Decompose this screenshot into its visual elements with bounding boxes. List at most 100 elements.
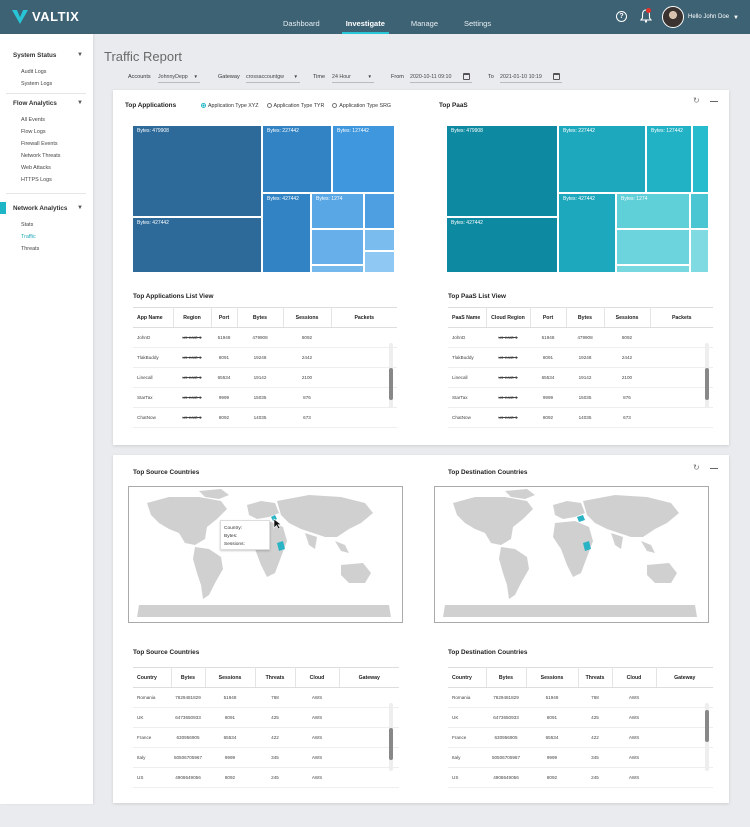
column-header[interactable]: Cloud [612,667,657,688]
sidebar-item-audit-logs[interactable]: Audit Logs [21,69,47,75]
minimize-icon[interactable] [710,101,718,103]
column-header[interactable]: Gateway [656,667,713,688]
accounts-select[interactable]: JohnnyDepp ▼ [158,72,200,83]
column-header[interactable]: Port [530,307,567,328]
sidebar-section-flow-analytics[interactable]: Flow Analytics [13,100,57,107]
sidebar-section-system-status[interactable]: System Status [13,52,57,59]
chevron-down-icon[interactable]: ▼ [77,205,83,211]
treemap-tile[interactable] [364,193,395,229]
calendar-icon[interactable] [463,73,470,80]
table-row[interactable]: StarTax us-east-1 9999 15035 876 [448,387,713,408]
table-row[interactable]: Romania 7629481829 51948 768 AWS [133,687,399,708]
column-header[interactable]: PaaS Name [448,307,487,328]
table-row[interactable]: UK 6473650933 8091 425 AWS [448,707,713,728]
source-countries-map[interactable] [128,486,403,623]
table-row[interactable]: TlakBuddy us-east-1 8091 19248 2442 [448,347,713,368]
treemap-tile[interactable] [364,229,395,251]
sidebar-item-system-logs[interactable]: System Logs [21,81,53,87]
table-row[interactable]: France 630956905 65534 422 AWS [448,727,713,748]
treemap-tile[interactable]: Bytes: 127442 [332,125,395,193]
refresh-icon[interactable]: ↻ [693,96,700,105]
user-greeting[interactable]: Hello John Doe [688,14,730,20]
scrollbar-thumb[interactable] [705,368,709,400]
chevron-down-icon[interactable]: ▼ [77,52,83,58]
column-header[interactable]: App Name [133,307,174,328]
table-row[interactable]: JohnD us-east-1 51948 479908 8092 [448,327,713,348]
table-row[interactable]: ChatNow us-east-1 8092 14035 673 [448,407,713,428]
from-date-input[interactable]: 2020-10-11 09:10 [410,72,472,83]
to-date-input[interactable]: 2021-01-10 10:19 [500,72,562,83]
bell-icon[interactable] [639,8,653,23]
table-row[interactable]: US 4908649056 8092 245 AWS [448,767,713,788]
treemap-tile[interactable]: Bytes: 427442 [132,217,262,273]
chevron-down-icon[interactable]: ▼ [77,100,83,106]
nav-settings[interactable]: Settings [464,19,492,28]
column-header[interactable]: Bytes [237,307,284,328]
brand-logo[interactable]: VALTIX [12,9,79,24]
table-row[interactable]: TlakBuddy us-east-1 8091 19248 2442 [133,347,397,368]
treemap-tile[interactable] [311,229,364,265]
treemap-tile[interactable]: Bytes: 427442 [558,193,616,273]
column-header[interactable]: Packets [331,307,397,328]
radio-application-type-srg[interactable]: Application Type SRG [332,103,391,109]
treemap-tile[interactable] [616,229,690,265]
treemap-tile[interactable]: Bytes: 479908 [446,125,558,217]
treemap-tile[interactable]: Bytes: 227442 [558,125,646,193]
scrollbar-thumb[interactable] [389,368,393,400]
sidebar-item-traffic[interactable]: Traffic [21,234,36,240]
column-header[interactable]: Port [211,307,238,328]
treemap-tile[interactable]: Bytes: 227442 [262,125,332,193]
table-row[interactable]: StarTax us-east-1 9999 15035 876 [133,387,397,408]
table-row[interactable]: Linecall us-east-1 65534 19142 2100 [133,367,397,388]
column-header[interactable]: Bytes [486,667,527,688]
treemap-tile[interactable] [364,251,395,273]
calendar-icon[interactable] [553,73,560,80]
sidebar-item-threats[interactable]: Threats [21,246,40,252]
sidebar-item-https-logs[interactable]: HTTPS Logs [21,177,52,183]
sidebar-item-all-events[interactable]: All Events [21,117,45,123]
treemap-tile[interactable] [690,229,709,273]
column-header[interactable]: Bytes [566,307,605,328]
column-header[interactable]: Country [448,667,487,688]
table-row[interactable]: ChatNow us-east-1 8092 14035 673 [133,407,397,428]
column-header[interactable]: Bytes [171,667,206,688]
nav-manage[interactable]: Manage [410,19,438,28]
time-select[interactable]: 24 Hour ▼ [332,72,374,83]
avatar[interactable] [662,6,684,28]
column-header[interactable]: Cloud [295,667,340,688]
sidebar-item-stats[interactable]: Stats [21,222,34,228]
table-row[interactable]: US 4908649056 8092 245 AWS [133,767,399,788]
column-header[interactable]: Packets [650,307,713,328]
radio-application-type-xyz[interactable]: Application Type XYZ [201,103,259,109]
scrollbar-thumb[interactable] [389,728,393,760]
treemap-tile[interactable]: Bytes: 427442 [262,193,311,273]
sidebar-item-network-threats[interactable]: Network Threats [21,153,61,159]
refresh-icon[interactable]: ↻ [693,463,700,472]
treemap-tile[interactable] [616,265,690,273]
treemap-tile[interactable]: Bytes: 427442 [446,217,558,273]
treemap-tile[interactable] [692,125,709,193]
column-header[interactable]: Sessions [526,667,579,688]
sidebar-section-network-analytics[interactable]: Network Analytics [13,205,68,212]
column-header[interactable]: Threats [255,667,296,688]
treemap-tile[interactable]: Bytes: 479908 [132,125,262,217]
treemap-tile[interactable]: Bytes: 1274 [616,193,690,229]
radio-application-type-tyr[interactable]: Application Type TYR [266,103,324,109]
column-header[interactable]: Sessions [205,667,256,688]
nav-dashboard[interactable]: Dashboard [283,19,320,28]
scrollbar-thumb[interactable] [705,710,709,742]
column-header[interactable]: Gateway [339,667,399,688]
sidebar-item-firewall-events[interactable]: Firewall Events [21,141,58,147]
treemap-tile[interactable] [690,193,709,229]
column-header[interactable]: Threats [578,667,613,688]
sidebar-item-web-attacks[interactable]: Web Attacks [21,165,51,171]
user-menu-caret-icon[interactable]: ▼ [733,15,739,21]
column-header[interactable]: Sessions [283,307,332,328]
table-row[interactable]: JohnD us-east-1 51948 479908 8092 [133,327,397,348]
treemap-tile[interactable]: Bytes: 127442 [646,125,692,193]
column-header[interactable]: Cloud Region [486,307,531,328]
column-header[interactable]: Sessions [604,307,651,328]
nav-investigate[interactable]: Investigate [333,0,398,34]
sidebar-item-flow-logs[interactable]: Flow Logs [21,129,46,135]
minimize-icon[interactable] [710,468,718,470]
